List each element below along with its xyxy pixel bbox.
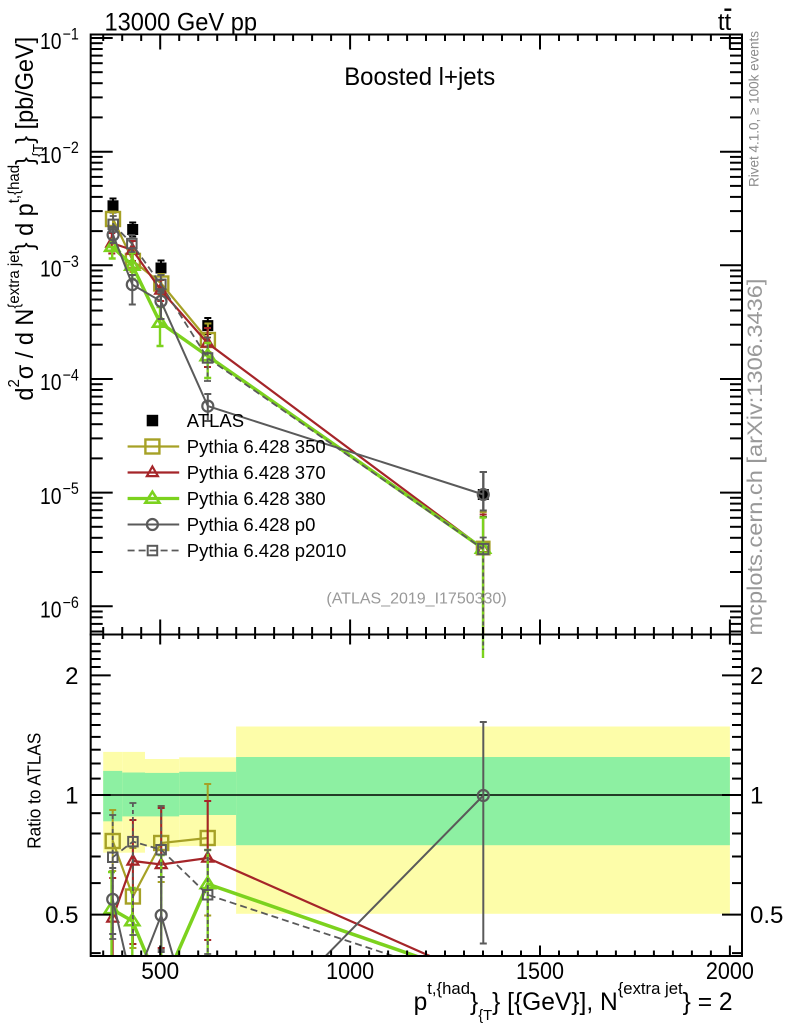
svg-text:tt: tt bbox=[718, 9, 732, 36]
svg-text:−2: −2 bbox=[63, 139, 79, 157]
svg-text:0.5: 0.5 bbox=[45, 902, 78, 929]
svg-text:10: 10 bbox=[40, 142, 62, 168]
svg-text:−6: −6 bbox=[63, 594, 79, 612]
svg-text:0.5: 0.5 bbox=[750, 902, 783, 929]
svg-text:mcplots.cern.ch [arXiv:1306.34: mcplots.cern.ch [arXiv:1306.3436] bbox=[744, 279, 767, 636]
svg-text:10: 10 bbox=[40, 369, 62, 395]
svg-text:Pythia 6.428 380: Pythia 6.428 380 bbox=[187, 488, 326, 509]
svg-text:−3: −3 bbox=[63, 253, 79, 271]
svg-text:1: 1 bbox=[65, 783, 78, 810]
svg-text:2: 2 bbox=[65, 663, 78, 690]
svg-text:10: 10 bbox=[40, 483, 62, 509]
svg-text:Pythia 6.428 350: Pythia 6.428 350 bbox=[187, 436, 326, 457]
svg-text:1000: 1000 bbox=[326, 958, 374, 985]
svg-text:Rivet 4.1.0, ≥ 100k events: Rivet 4.1.0, ≥ 100k events bbox=[746, 31, 761, 187]
svg-text:2000: 2000 bbox=[706, 958, 754, 985]
svg-text:Boosted l+jets: Boosted l+jets bbox=[344, 63, 495, 91]
svg-text:Pythia 6.428 p2010: Pythia 6.428 p2010 bbox=[187, 540, 346, 561]
svg-text:13000 GeV pp: 13000 GeV pp bbox=[105, 8, 258, 36]
svg-text:10: 10 bbox=[40, 28, 62, 54]
svg-text:1500: 1500 bbox=[516, 958, 564, 985]
svg-text:−1: −1 bbox=[63, 26, 79, 44]
svg-text:2: 2 bbox=[750, 663, 763, 690]
svg-text:ATLAS: ATLAS bbox=[187, 410, 244, 431]
svg-text:−4: −4 bbox=[63, 367, 79, 385]
svg-text:10: 10 bbox=[40, 256, 62, 282]
svg-text:500: 500 bbox=[141, 958, 179, 985]
svg-text:Pythia 6.428 370: Pythia 6.428 370 bbox=[187, 462, 326, 483]
svg-text:(ATLAS_2019_I1750330): (ATLAS_2019_I1750330) bbox=[326, 591, 506, 608]
svg-text:−5: −5 bbox=[63, 480, 79, 498]
svg-text:10: 10 bbox=[40, 597, 62, 623]
svg-text:Ratio to ATLAS: Ratio to ATLAS bbox=[25, 733, 45, 849]
svg-text:Pythia 6.428 p0: Pythia 6.428 p0 bbox=[187, 514, 316, 535]
svg-text:1: 1 bbox=[750, 783, 763, 810]
